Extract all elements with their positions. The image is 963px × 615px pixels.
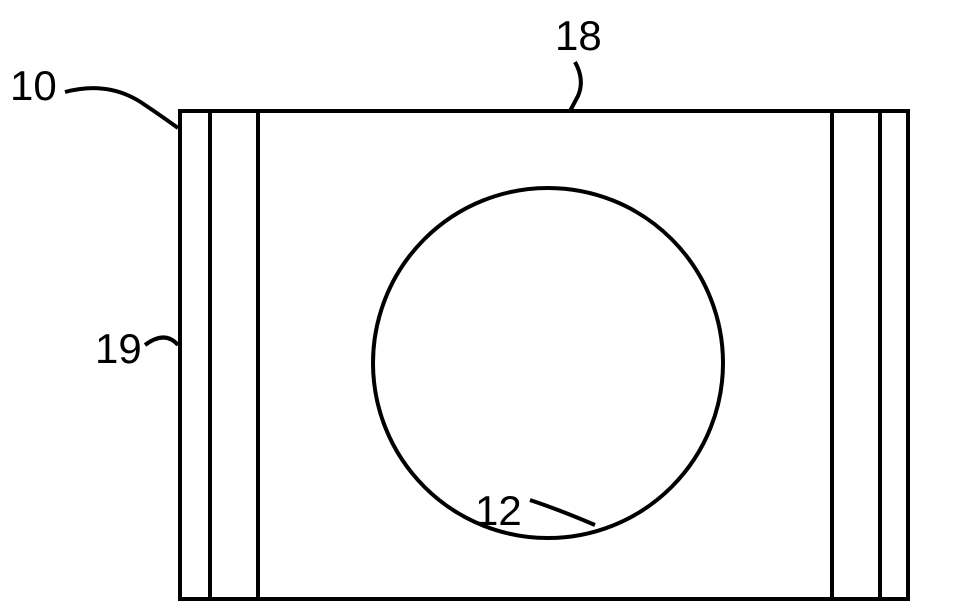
label-19: 19 [95, 325, 142, 373]
label-10: 10 [10, 62, 57, 110]
leader-line-10 [65, 88, 178, 128]
outer-rectangle [180, 111, 908, 599]
leader-line-12 [530, 500, 595, 525]
center-circle [373, 188, 723, 538]
label-18: 18 [555, 12, 602, 60]
leader-line-18 [570, 62, 581, 111]
leader-line-19 [145, 338, 178, 346]
label-12: 12 [475, 487, 522, 535]
